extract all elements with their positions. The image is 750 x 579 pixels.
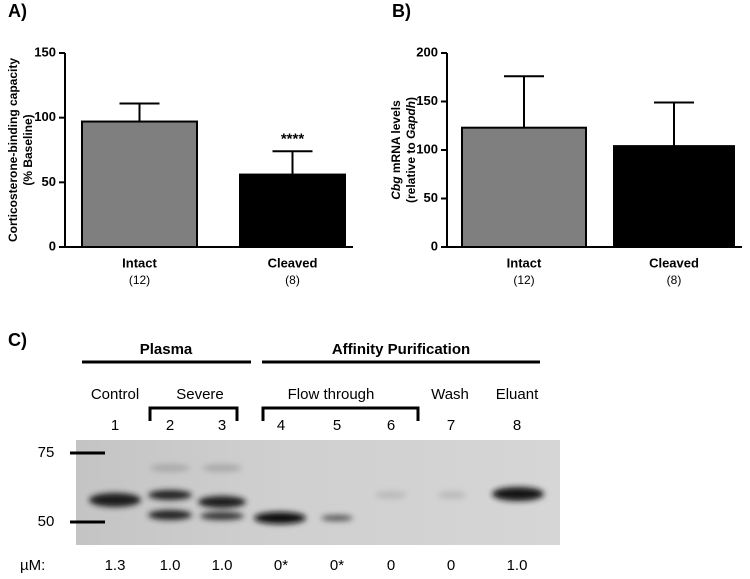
y-tick-label: 0 — [49, 238, 56, 253]
n-label: (12) — [129, 273, 150, 287]
x-tick-label: Cleaved — [268, 255, 318, 270]
y-axis-label: Corticosterone-binding capacity — [6, 58, 20, 242]
blot-image — [76, 440, 560, 545]
error-bar — [119, 102, 160, 122]
x-tick-label: Intact — [122, 255, 157, 270]
lane-number: 2 — [166, 417, 174, 434]
bar — [461, 126, 587, 248]
x-tick-label: Intact — [507, 255, 542, 270]
marker-label: 50 — [38, 513, 55, 530]
lane-number: 7 — [447, 417, 455, 434]
y-tick-label: 0 — [431, 238, 438, 253]
concentration: 0 — [387, 557, 395, 574]
concentration: 1.0 — [212, 557, 233, 574]
bracket — [261, 406, 420, 421]
y-tick-label: 50 — [42, 174, 56, 189]
concentration: 1.0 — [160, 557, 181, 574]
lane-group-label: Wash — [431, 386, 469, 403]
unit-label: µM: — [20, 557, 45, 574]
y-axis-label-part: mRNA levels — [389, 100, 403, 177]
panel-label: B) — [392, 1, 411, 21]
n-label: (8) — [667, 273, 682, 287]
y-tick-label: 200 — [416, 44, 438, 59]
lane-number: 5 — [333, 417, 341, 434]
lane-number: 4 — [277, 417, 285, 434]
chart: B) Cbg mRNA levels (relative to Gapdh) 0 50 1… — [389, 1, 742, 287]
error-bar — [272, 150, 313, 175]
lane-number: 6 — [387, 417, 395, 434]
lane-group-label: Control — [91, 386, 139, 403]
y-axis-label-part: Corticosterone-binding capacity — [6, 58, 20, 242]
y-axis-label: Cbg mRNA levels — [389, 100, 403, 200]
lane-number: 3 — [218, 417, 226, 434]
bracket — [148, 406, 239, 421]
x-tick-label: Cleaved — [649, 255, 699, 270]
y-axis-label-part: ) — [404, 97, 418, 101]
concentration: 0* — [274, 557, 288, 574]
group-label: Affinity Purification — [332, 341, 470, 358]
concentration: 1.3 — [105, 557, 126, 574]
bands — [89, 464, 544, 524]
chart: A) Corticosterone-binding capacity (% Base… — [6, 1, 353, 287]
lanes: 1 2 3 4 5 6 7 8 1.3 1.0 1.0 0* 0* 0 0 1.0 — [105, 417, 528, 574]
y-tick-label: 100 — [34, 109, 56, 124]
group-label: Plasma — [140, 341, 193, 358]
lane-group-label: Flow through — [288, 386, 375, 403]
bar — [81, 120, 198, 248]
n-label: (12) — [513, 273, 534, 287]
y-axis-label-part: (relative to — [404, 139, 418, 203]
y-tick-label: 50 — [424, 190, 438, 205]
lane-number: 1 — [111, 417, 119, 434]
significance: **** — [281, 130, 305, 147]
error-bar — [654, 101, 694, 147]
marker-label: 75 — [38, 444, 55, 461]
blot-panel: C) Plasma Affinity Purification Control … — [8, 330, 560, 574]
lane-group-label: Severe — [176, 386, 224, 403]
concentration: 0 — [447, 557, 455, 574]
y-axis-label: (% Baseline) — [21, 114, 35, 185]
panel-label: C) — [8, 330, 27, 350]
y-axis-label-part: Gapdh — [404, 101, 418, 139]
error-bar — [504, 75, 544, 128]
y-axis-label: (relative to Gapdh) — [404, 97, 418, 203]
bar — [239, 173, 346, 248]
bar — [613, 145, 735, 248]
lane-number: 8 — [513, 417, 521, 434]
lane-group-label: Eluant — [496, 386, 539, 403]
y-axis-label-part: (% Baseline) — [21, 114, 35, 185]
charts: A) Corticosterone-binding capacity (% Base… — [6, 1, 742, 287]
n-label: (8) — [285, 273, 300, 287]
concentration: 0* — [330, 557, 344, 574]
y-tick-label: 150 — [34, 44, 56, 59]
concentration: 1.0 — [507, 557, 528, 574]
y-tick-label: 150 — [416, 93, 438, 108]
y-tick-label: 100 — [416, 141, 438, 156]
y-axis-label-part: Cbg — [389, 176, 403, 200]
panel-label: A) — [8, 1, 27, 21]
